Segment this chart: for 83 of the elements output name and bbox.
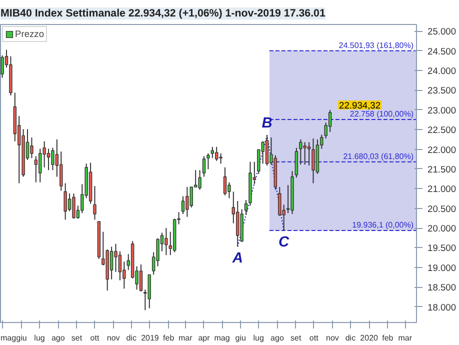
candlestick — [223, 166, 227, 196]
y-tick-label: 18.500 — [428, 282, 456, 293]
candlestick — [244, 200, 248, 216]
candlestick — [303, 142, 306, 166]
y-tick-label: 19.000 — [428, 262, 456, 273]
candlestick — [299, 138, 302, 166]
candlestick — [110, 246, 114, 280]
x-tick-label: 2019 — [141, 334, 160, 342]
ref-line-label: 22.758 (100,00%) — [350, 109, 414, 118]
y-tick-label: 20.500 — [428, 204, 456, 214]
legend-label: Prezzo — [15, 29, 44, 39]
candlestick — [164, 228, 168, 256]
candlestick — [278, 186, 282, 216]
y-tick-label: 23.000 — [428, 105, 456, 116]
annotation: C — [278, 234, 290, 251]
candlestick — [312, 138, 315, 184]
x-tick-label: nov — [106, 334, 120, 342]
candlestick — [206, 152, 210, 170]
candlestick — [34, 156, 38, 183]
candlestick — [198, 170, 202, 190]
x-tick-label: apr — [198, 334, 210, 342]
x-tick-label: nov — [326, 334, 339, 342]
y-tick-label: 24.500 — [428, 46, 456, 56]
candlestick — [294, 147, 298, 178]
x-tick-label: ott — [90, 334, 100, 342]
y-tick-label: 22.500 — [428, 125, 456, 136]
x-tick-label: dic — [126, 334, 136, 342]
candlestick — [0, 54, 4, 78]
candlestick — [219, 152, 222, 164]
candlestick — [118, 250, 122, 281]
candlestick — [202, 156, 206, 178]
candlestick — [307, 142, 311, 166]
x-tick-label: mar — [398, 334, 412, 342]
candlestick — [210, 146, 214, 159]
candlestick — [38, 148, 42, 183]
y-tick-label: 22.000 — [428, 144, 456, 155]
ref-line-label: 24.501,93 (161,80%) — [338, 40, 414, 50]
candlestick — [64, 182, 67, 220]
candlestick — [72, 193, 76, 220]
x-tick-label: lug — [253, 334, 264, 342]
y-tick-label: 20.000 — [428, 224, 456, 234]
candlestick — [186, 186, 189, 218]
y-tick-label: 23.500 — [428, 86, 456, 96]
candlestick — [60, 151, 63, 192]
x-tick-label: feb — [382, 334, 394, 342]
x-tick-label: 2020 — [360, 334, 379, 342]
candlestick — [214, 146, 218, 162]
candlestick — [114, 243, 118, 272]
x-tick-label: ago — [270, 334, 284, 342]
x-tick-label: ott — [309, 334, 320, 342]
candlestick — [139, 264, 143, 292]
ref-line-label: 19.936,1 (0,00%) — [352, 220, 414, 230]
candlestick — [190, 186, 193, 208]
y-tick-label: 25.000 — [428, 26, 456, 37]
y-tick-label: 19.500 — [428, 243, 456, 254]
chart-title: MIB40 Index Settimanale 22.934,32 (+1,06%) 1-nov-2019 17.36.01 — [0, 8, 326, 20]
y-tick-label: 21.500 — [428, 164, 456, 174]
annotation: B — [262, 116, 273, 132]
x-tick-label: ago — [51, 334, 66, 342]
ref-line-label: 21.680,03 (61,80%) — [343, 152, 414, 161]
candlestick — [30, 137, 34, 159]
candlestick — [328, 110, 332, 132]
candlestick — [51, 147, 54, 171]
x-tick-label: lug — [34, 334, 45, 342]
annotation: A — [231, 250, 243, 267]
y-tick-label: 24.000 — [428, 66, 456, 76]
x-tick-label: mag — [214, 334, 230, 342]
annotation: 22.934,32 — [339, 100, 381, 111]
x-tick-label: dic — [345, 334, 356, 342]
x-tick-label: giu — [235, 334, 246, 342]
x-tick-label: mar — [178, 334, 193, 342]
y-tick-label: 18.000 — [428, 302, 456, 312]
x-tick-label: mag — [0, 334, 16, 342]
y-tick-label: 21.000 — [428, 184, 456, 194]
x-tick-label: set — [71, 334, 83, 342]
candlestick — [93, 186, 96, 220]
candlestick — [265, 135, 269, 166]
x-tick-label: giu — [16, 334, 27, 342]
x-tick-label: feb — [163, 334, 175, 342]
candlestick — [181, 196, 185, 215]
candlestick — [236, 200, 240, 248]
x-tick-label: set — [290, 334, 302, 342]
candlestick — [46, 148, 50, 171]
